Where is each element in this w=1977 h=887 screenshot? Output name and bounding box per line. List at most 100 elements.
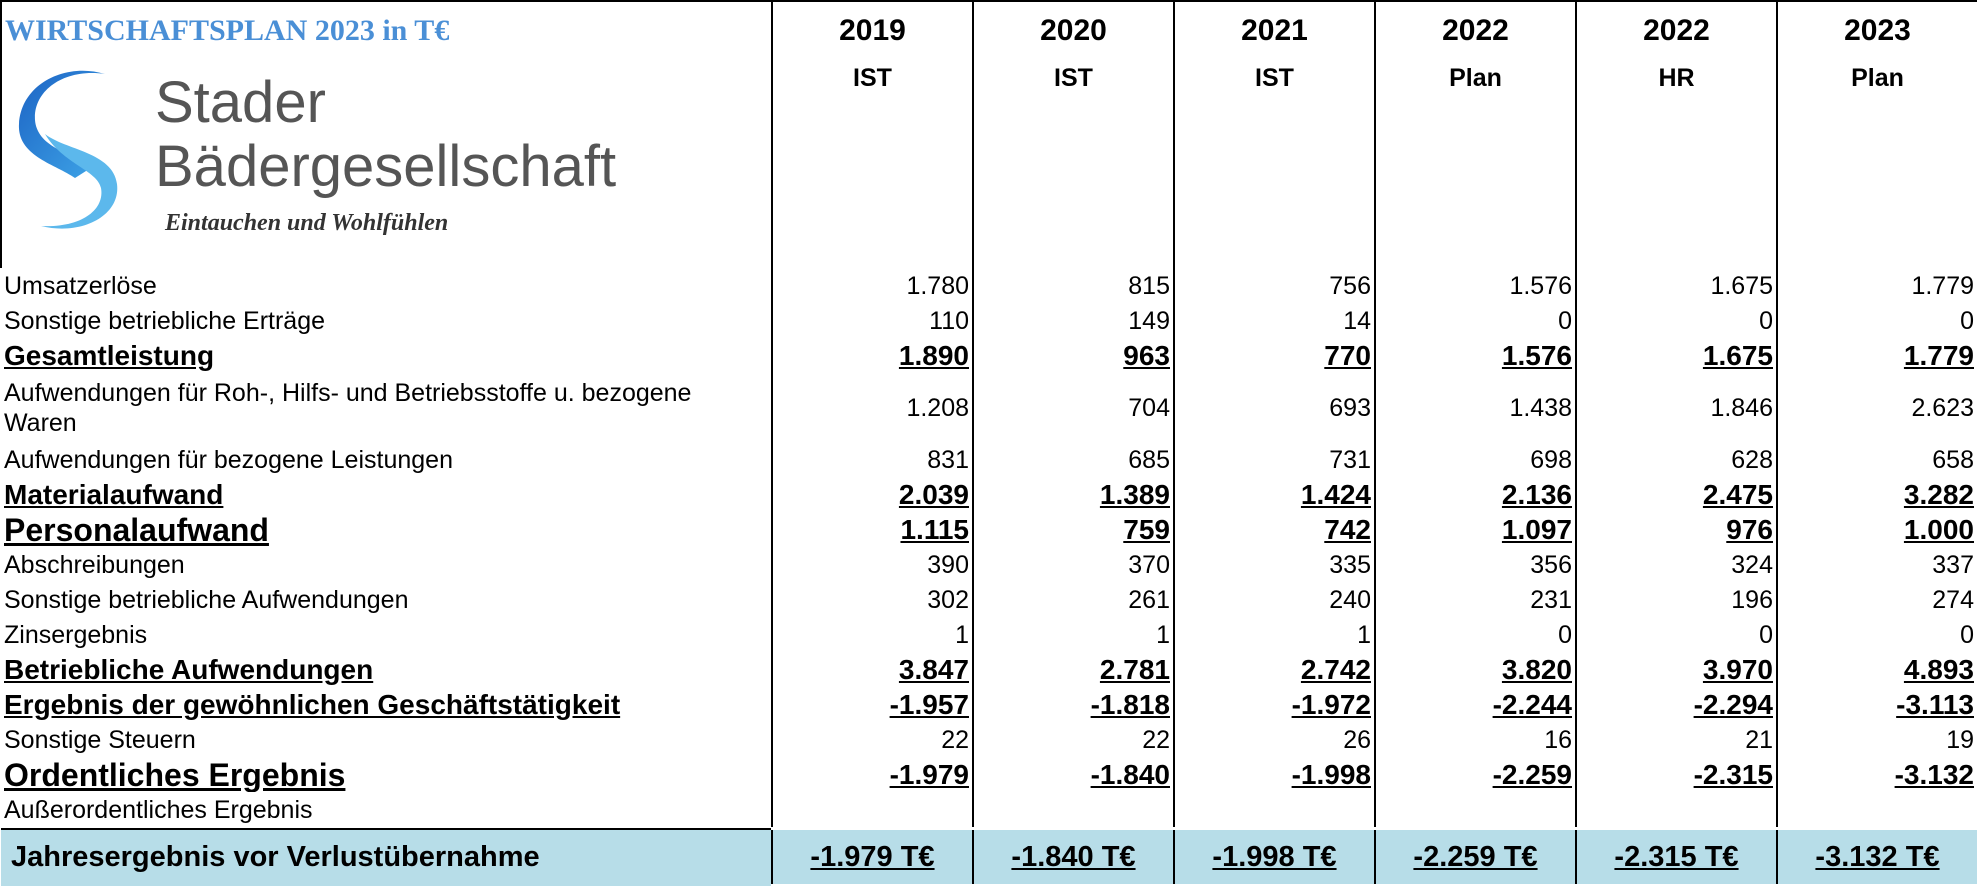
value-cell: 390 xyxy=(771,547,974,582)
value-cell: 1.779 xyxy=(1776,268,1977,303)
kind-header: Plan xyxy=(1776,60,1977,142)
value-cell: 704 xyxy=(972,373,1175,442)
value-cell: 831 xyxy=(771,442,974,477)
value-cell: 759 xyxy=(972,512,1175,547)
data-row: Außerordentliches Ergebnis xyxy=(1,792,1977,829)
value-cell: -2.294 xyxy=(1575,687,1778,722)
data-row: Ordentliches Ergebnis -1.979 -1.840 -1.998-… xyxy=(1,757,1977,792)
logo-shape xyxy=(63,92,109,108)
data-row: Aufwendungen für Roh-, Hilfs- und Betrie… xyxy=(1,373,1977,442)
value-cell: 2.623 xyxy=(1776,373,1977,442)
value-cell: 628 xyxy=(1575,442,1778,477)
value-cell: 0 xyxy=(1776,303,1977,338)
data-row: Abschreibungen 390 370 335 356 324 337 xyxy=(1,547,1977,582)
value-cell: 658 xyxy=(1776,442,1977,477)
row-label: Personalaufwand xyxy=(4,512,269,547)
data-row: Sonstige Steuern 22 22 26 16 21 19 xyxy=(1,722,1977,757)
value-cell: 1.846 xyxy=(1575,373,1778,442)
data-row: Betriebliche Aufwendungen 3.847 2.781 2.742… xyxy=(1,652,1977,687)
value-cell: 302 xyxy=(771,582,974,617)
total-label: Jahresergebnis vor Verlustübernahme xyxy=(1,827,772,886)
value-cell: -1.818 xyxy=(972,687,1175,722)
value-cell: 16 xyxy=(1374,722,1577,757)
data-row: Gesamtleistung 1.890 963 770 1.576 1.675 1.779 xyxy=(1,338,1977,373)
value-cell: 2.742 xyxy=(1173,652,1376,687)
value-cell: 1.208 xyxy=(771,373,974,442)
value-cell: 1.576 xyxy=(1374,338,1577,373)
empty-header xyxy=(972,142,1175,268)
logo-cell: Stader Bädergesellschaft Eintauchen und … xyxy=(0,60,772,268)
title: WIRTSCHAFTSPLAN 2023 in T€ xyxy=(0,0,773,60)
value-cell: 2.136 xyxy=(1374,477,1577,512)
value-cell: 756 xyxy=(1173,268,1376,303)
value-cell: 1.389 xyxy=(972,477,1175,512)
value-cell: 1 xyxy=(771,617,974,652)
value-cell: 3.282 xyxy=(1776,477,1977,512)
value-cell: -3.132 xyxy=(1776,757,1977,792)
value-cell: 4.893 xyxy=(1776,652,1977,687)
year-header: 2023 xyxy=(1776,0,1977,60)
empty-header xyxy=(1575,142,1778,268)
value-cell: 1.438 xyxy=(1374,373,1577,442)
row-label: Sonstige betriebliche Erträge xyxy=(4,306,326,335)
value-cell: 685 xyxy=(972,442,1175,477)
value-cell: -2.315 xyxy=(1575,757,1778,792)
kind-header: IST xyxy=(1173,60,1376,142)
total-value: -1.998 T€ xyxy=(1173,827,1376,887)
empty-header xyxy=(1776,142,1977,268)
value-cell: 698 xyxy=(1374,442,1577,477)
kind-header: HR xyxy=(1575,60,1778,142)
total-value: -2.315 T€ xyxy=(1575,827,1778,887)
value-cell: 261 xyxy=(972,582,1175,617)
value-cell: 110 xyxy=(771,303,974,338)
value-cell: -1.979 xyxy=(771,757,974,792)
data-row: Personalaufwand 1.115 759 742 1.097 976 1.000 xyxy=(1,512,1977,547)
row-label: Aufwendungen für bezogene Leistungen xyxy=(4,445,453,474)
logo-text: Stader xyxy=(155,70,326,135)
value-cell: 19 xyxy=(1776,722,1977,757)
value-cell: 1 xyxy=(972,617,1175,652)
data-row: Zinsergebnis 1 1 1 0 0 0 xyxy=(1,617,1977,652)
value-cell: 22 xyxy=(771,722,974,757)
total-value: -3.132 T€ xyxy=(1776,827,1977,887)
value-cell: 335 xyxy=(1173,547,1376,582)
logo-shape xyxy=(41,134,118,229)
value-cell: 1.890 xyxy=(771,338,974,373)
value-cell: 149 xyxy=(972,303,1175,338)
data-row: Materialaufwand 2.039 1.389 1.424 2.136 2.475… xyxy=(1,477,1977,512)
row-label: Zinsergebnis xyxy=(4,620,148,649)
value-cell: 2.475 xyxy=(1575,477,1778,512)
value-cell xyxy=(1575,792,1778,829)
logo-text: Bädergesellschaft xyxy=(155,134,616,199)
data-row: Sonstige betriebliche Erträge 110 149 14 0 0 0 xyxy=(1,303,1977,338)
value-cell: -1.998 xyxy=(1173,757,1376,792)
value-cell: 240 xyxy=(1173,582,1376,617)
value-cell: -1.957 xyxy=(771,687,974,722)
value-cell: 770 xyxy=(1173,338,1376,373)
row-label: Abschreibungen xyxy=(4,550,185,579)
value-cell: 26 xyxy=(1173,722,1376,757)
value-cell: 731 xyxy=(1173,442,1376,477)
logo-slogan: Eintauchen und Wohlfühlen xyxy=(164,210,448,236)
value-cell: 3.847 xyxy=(771,652,974,687)
value-cell: -2.259 xyxy=(1374,757,1577,792)
kind-header: IST xyxy=(771,60,974,142)
year-header: 2019 xyxy=(771,0,974,60)
logo: Stader Bädergesellschaft Eintauchen und … xyxy=(18,70,616,236)
value-cell: 1.424 xyxy=(1173,477,1376,512)
row-label: Sonstige betriebliche Aufwendungen xyxy=(4,585,409,614)
empty-header xyxy=(1374,142,1577,268)
empty-header xyxy=(771,142,974,268)
value-cell xyxy=(1374,792,1577,829)
row-label: Gesamtleistung xyxy=(4,339,215,371)
data-row: Umsatzerlöse 1.780 815 756 1.576 1.675 1.779 xyxy=(1,268,1977,303)
year-header: 2022 xyxy=(1374,0,1577,60)
value-cell: -3.113 xyxy=(1776,687,1977,722)
kind-header: Plan xyxy=(1374,60,1577,142)
row-label: Sonstige Steuern xyxy=(4,725,196,754)
empty-header xyxy=(1173,142,1376,268)
header-row: WIRTSCHAFTSPLAN 2023 in T€ 2019 2020 2021 20… xyxy=(0,0,1977,60)
